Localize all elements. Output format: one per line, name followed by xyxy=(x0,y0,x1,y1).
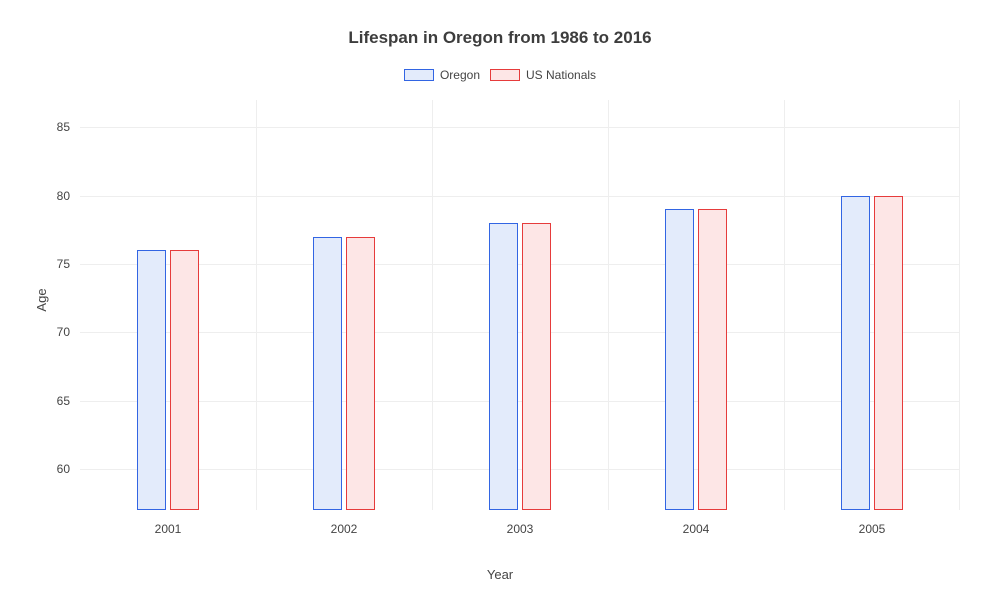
gridline-horizontal xyxy=(80,332,960,333)
x-axis-label: Year xyxy=(487,567,513,582)
legend-swatch-us xyxy=(490,69,520,81)
x-tick-label: 2003 xyxy=(507,522,534,536)
y-tick-label: 80 xyxy=(57,189,70,203)
gridline-horizontal xyxy=(80,401,960,402)
bar-us-nationals-2002 xyxy=(346,237,375,510)
bar-oregon-2003 xyxy=(489,223,518,510)
x-tick-label: 2004 xyxy=(683,522,710,536)
bar-us-nationals-2005 xyxy=(874,196,903,510)
bar-oregon-2004 xyxy=(665,209,694,510)
gridline-horizontal xyxy=(80,469,960,470)
gridline-vertical xyxy=(608,100,609,510)
chart-container: Lifespan in Oregon from 1986 to 2016 Ore… xyxy=(0,0,1000,600)
gridline-horizontal xyxy=(80,196,960,197)
bar-us-nationals-2004 xyxy=(698,209,727,510)
y-tick-label: 75 xyxy=(57,257,70,271)
gridline-vertical xyxy=(256,100,257,510)
bar-oregon-2005 xyxy=(841,196,870,510)
x-tick-label: 2001 xyxy=(155,522,182,536)
gridline-vertical xyxy=(959,100,960,510)
bar-us-nationals-2001 xyxy=(170,250,199,510)
x-tick-label: 2005 xyxy=(859,522,886,536)
gridline-horizontal xyxy=(80,264,960,265)
chart-title: Lifespan in Oregon from 1986 to 2016 xyxy=(0,28,1000,48)
y-tick-label: 70 xyxy=(57,325,70,339)
legend-label-oregon: Oregon xyxy=(440,68,480,82)
y-tick-label: 65 xyxy=(57,394,70,408)
gridline-vertical xyxy=(432,100,433,510)
legend-item-us: US Nationals xyxy=(490,68,596,82)
chart-legend: Oregon US Nationals xyxy=(0,68,1000,82)
legend-swatch-oregon xyxy=(404,69,434,81)
plot-area: 60657075808520012002200320042005 xyxy=(80,100,960,510)
bar-us-nationals-2003 xyxy=(522,223,551,510)
legend-item-oregon: Oregon xyxy=(404,68,480,82)
gridline-vertical xyxy=(784,100,785,510)
gridline-horizontal xyxy=(80,127,960,128)
bar-oregon-2001 xyxy=(137,250,166,510)
bar-oregon-2002 xyxy=(313,237,342,510)
legend-label-us: US Nationals xyxy=(526,68,596,82)
y-tick-label: 85 xyxy=(57,120,70,134)
y-tick-label: 60 xyxy=(57,462,70,476)
x-tick-label: 2002 xyxy=(331,522,358,536)
y-axis-label: Age xyxy=(34,288,49,311)
